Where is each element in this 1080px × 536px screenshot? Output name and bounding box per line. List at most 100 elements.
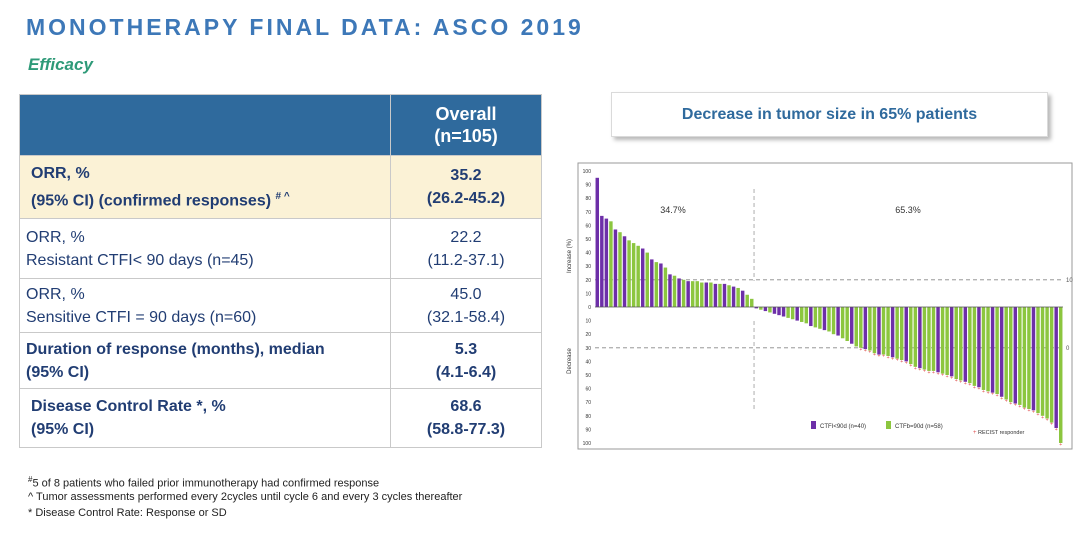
header-overall-label: Overall <box>435 104 497 124</box>
waterfall-bar <box>1045 307 1049 419</box>
responder-marker: + <box>887 355 890 361</box>
waterfall-bar <box>936 307 940 373</box>
y-tick-label: 80 <box>585 196 591 202</box>
responder-marker: + <box>1000 396 1003 402</box>
table-row: ORR, % Resistant CTFI< 90 days (n=45) 22… <box>19 218 542 279</box>
waterfall-bar <box>977 307 981 388</box>
waterfall-bar <box>859 307 863 348</box>
responder-marker: + <box>918 367 921 373</box>
row-label-line2: (95% CI) <box>26 363 90 381</box>
waterfall-bar <box>918 307 922 369</box>
responder-marker: + <box>1046 418 1049 424</box>
y-tick-label: 60 <box>585 223 591 229</box>
waterfall-bar <box>1059 307 1063 443</box>
waterfall-bar <box>999 307 1004 397</box>
waterfall-bar <box>640 248 645 307</box>
legend-swatch-resistant <box>811 421 816 429</box>
waterfall-bar <box>759 307 763 310</box>
responder-marker: + <box>996 393 999 399</box>
waterfall-bar <box>627 240 631 307</box>
y-tick-label: 100 <box>583 169 592 175</box>
responder-marker: + <box>873 352 876 358</box>
responder-marker: + <box>864 348 867 354</box>
y-tick-label: 10 <box>585 291 591 297</box>
waterfall-bar <box>750 298 754 307</box>
row-label-line2: Sensitive CTFI = 90 days (n=60) <box>26 308 257 326</box>
waterfall-bar <box>949 307 954 377</box>
row-label-line1: Duration of response (months), median <box>26 340 325 358</box>
waterfall-bar <box>768 307 772 313</box>
responder-marker: + <box>1023 407 1026 413</box>
y-tick-label: 70 <box>585 210 591 216</box>
responder-marker: + <box>955 378 958 384</box>
row-value-main: 45.0 <box>450 285 482 303</box>
waterfall-bar <box>1022 307 1027 408</box>
table-header-row: Overall (n=105) <box>19 94 542 156</box>
responder-marker: + <box>977 386 980 392</box>
y-tick-label: 20 <box>585 332 591 338</box>
y-tick-label: 40 <box>585 251 591 257</box>
waterfall-bar <box>1018 307 1022 405</box>
table-row: ORR, % (95% CI) (confirmed responses) # … <box>19 155 542 219</box>
y-tick-label: 100 <box>583 441 592 447</box>
waterfall-bar <box>995 307 999 395</box>
waterfall-bar <box>886 307 890 356</box>
row-label: Duration of response (months), median (9… <box>19 332 391 389</box>
waterfall-bar <box>604 218 609 307</box>
waterfall-bar <box>849 307 854 344</box>
waterfall-bar <box>631 243 636 307</box>
y-tick-label: 80 <box>585 414 591 420</box>
waterfall-bar <box>659 263 663 307</box>
waterfall-bar <box>913 307 918 367</box>
row-label: ORR, % Sensitive CTFI = 90 days (n=60) <box>19 278 391 333</box>
waterfall-bar <box>831 307 836 335</box>
waterfall-bar <box>1013 307 1018 404</box>
reference-line-label: 10 <box>1066 278 1073 284</box>
waterfall-bar <box>663 267 668 307</box>
waterfall-bar <box>904 307 908 362</box>
waterfall-bar <box>990 307 995 393</box>
row-value-ci: (4.1-6.4) <box>435 363 497 381</box>
annotation-sensitive-pct: 65.3% <box>895 205 921 215</box>
waterfall-bar <box>754 307 759 309</box>
row-label-line1: Disease Control Rate *, % <box>31 398 226 415</box>
waterfall-bar <box>609 221 613 307</box>
waterfall-bar <box>600 215 604 307</box>
annotation-resistant-pct: 34.7% <box>660 205 686 215</box>
waterfall-bar <box>840 307 845 339</box>
row-value: 45.0 (32.1-58.4) <box>390 278 542 333</box>
y-tick-label: 30 <box>585 346 591 352</box>
y-tick-label: 50 <box>585 373 591 379</box>
footnote-symbol: # <box>28 475 33 484</box>
waterfall-bar <box>927 307 931 371</box>
responder-marker: + <box>914 366 917 372</box>
footnote-text: 5 of 8 patients who failed prior immunot… <box>32 477 380 490</box>
waterfall-bar <box>836 307 840 336</box>
row-label-line1: ORR, % <box>26 285 85 303</box>
table-row: ORR, % Sensitive CTFI = 90 days (n=60) 4… <box>19 278 542 333</box>
responder-marker: + <box>882 354 885 360</box>
row-value: 22.2 (11.2-37.1) <box>390 218 542 279</box>
waterfall-bar <box>1040 307 1045 416</box>
waterfall-chart: 1009080706050403020100102030405060708090… <box>567 162 1073 450</box>
waterfall-bar <box>909 307 913 365</box>
y-axis-label-top: Increase (%) <box>567 239 573 273</box>
waterfall-bar <box>954 307 958 380</box>
waterfall-bar <box>945 307 949 375</box>
waterfall-bar <box>731 286 736 307</box>
responder-marker: + <box>946 374 949 380</box>
responder-marker: + <box>987 390 990 396</box>
waterfall-bar <box>718 283 722 307</box>
waterfall-bar <box>981 307 986 390</box>
row-label: ORR, % Resistant CTFI< 90 days (n=45) <box>19 218 391 279</box>
waterfall-bar <box>854 307 858 347</box>
waterfall-bar <box>704 282 709 307</box>
legend-marker-responder: + <box>973 430 977 436</box>
y-axis-label-bottom: Decrease <box>567 348 573 374</box>
legend-swatch-sensitive <box>886 421 891 429</box>
waterfall-bar <box>763 307 768 312</box>
y-tick-label: 30 <box>585 264 591 270</box>
responder-marker: + <box>878 354 881 360</box>
waterfall-bar <box>1027 307 1031 409</box>
waterfall-bar <box>868 307 872 351</box>
